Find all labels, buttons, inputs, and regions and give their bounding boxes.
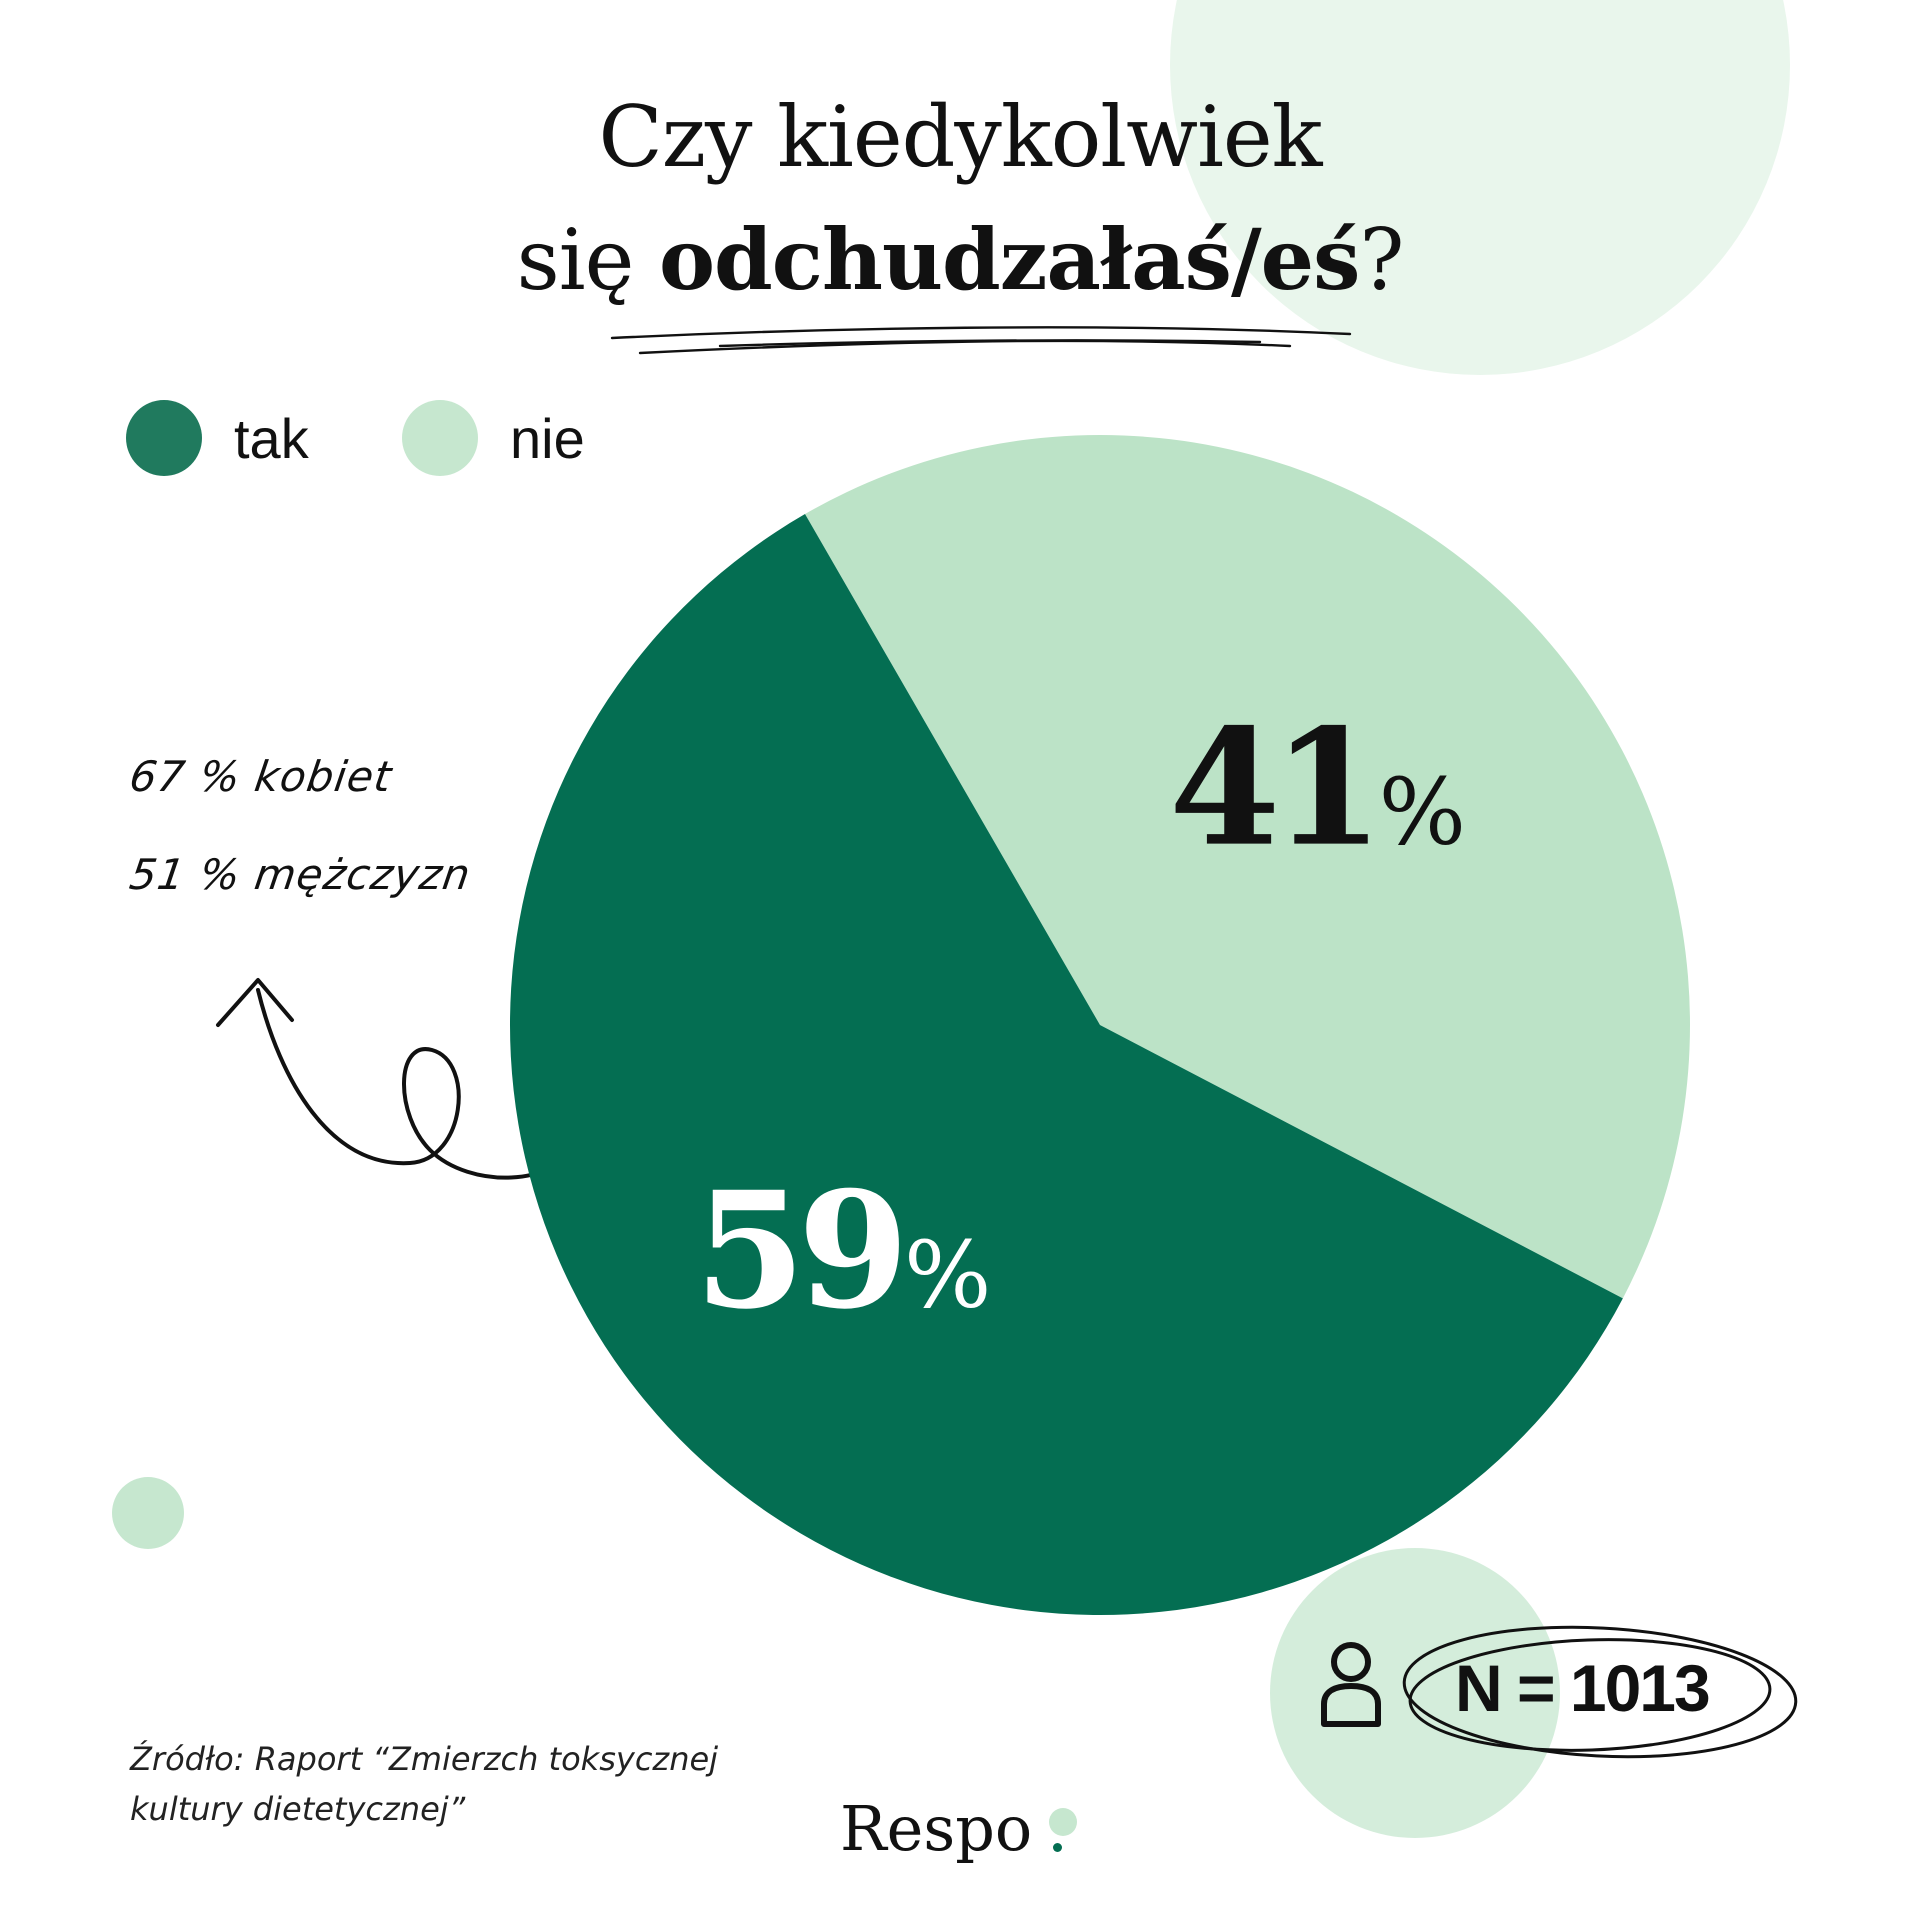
title-suffix: ?	[1359, 211, 1404, 309]
annotation-women: 67 % kobiet	[126, 752, 396, 801]
chart-title-line-2: się odchudzałaś/eś?	[0, 210, 1920, 309]
decorative-circle-bottom-left	[112, 1477, 184, 1549]
sample-size	[1318, 1640, 1384, 1728]
legend-item-nie: nie	[402, 398, 585, 478]
annotation-men: 51 % mężczyzn	[126, 850, 474, 899]
source-line-2: kultury dietetycznej”	[130, 1790, 466, 1828]
data-label-tak: 59	[694, 1156, 901, 1344]
chart-title-line-1: Czy kiedykolwiek	[598, 88, 1322, 186]
brand-logo-dot-small	[1053, 1843, 1062, 1852]
legend-swatch-nie	[402, 400, 478, 476]
source-line-1: Źródło: Raport “Zmierzch toksycznej	[130, 1740, 719, 1778]
legend-label-nie: nie	[510, 406, 585, 470]
brand-logo: Respo	[840, 1792, 1033, 1865]
data-label-unit-nie: %	[1379, 759, 1466, 866]
title-bold: odchudzałaś/eś	[658, 210, 1360, 309]
pie-slice-nie	[805, 435, 1690, 1299]
legend-swatch-tak	[126, 400, 202, 476]
legend-label-tak: tak	[234, 406, 309, 470]
brand-logo-dot	[1049, 1808, 1077, 1836]
person-icon	[1321, 1642, 1381, 1727]
title-prefix: się	[516, 211, 659, 309]
data-label-nie: 41	[1169, 694, 1376, 882]
data-label-unit-tak: %	[904, 1221, 991, 1328]
sample-size-label: N = 1013	[1455, 1651, 1711, 1725]
legend-item-tak: tak	[126, 398, 309, 478]
pie-slice-tak	[509, 514, 1623, 1616]
